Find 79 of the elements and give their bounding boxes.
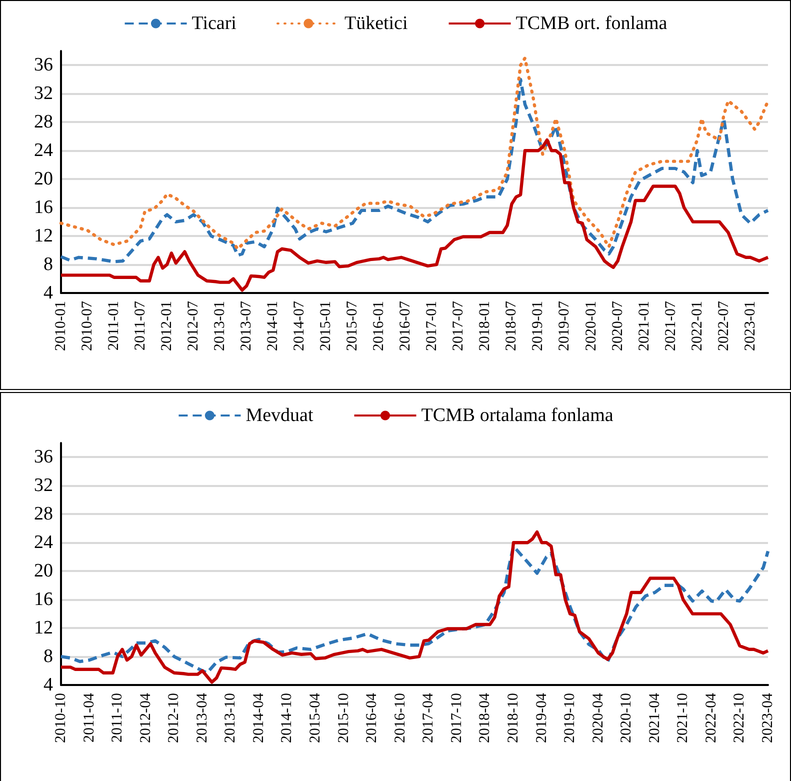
x-tick-label: 2010-07 [80,300,96,351]
x-tick-label: 2023-04 [760,692,776,743]
x-tick-label: 2021-10 [675,693,692,743]
x-tick-label: 2019-10 [562,693,578,743]
x-tick-label: 2010-10 [53,693,69,743]
x-tick-label: 2014-07 [292,300,308,351]
line-series [59,78,770,264]
x-tick-label: 2022-04 [703,692,720,743]
x-tick-label: 2014-04 [250,692,267,743]
x-tick-label: 2013-01 [212,301,228,351]
x-tick-label: 2022-01 [689,301,706,351]
x-tick-label: 2013-04 [194,692,210,743]
x-tick-label: 2012-04 [138,692,154,743]
y-tick-label: 4 [44,282,54,304]
y-tick-label: 16 [34,197,53,218]
y-tick-label: 12 [34,226,53,247]
x-tick-label: 2012-10 [166,693,182,743]
x-tick-label: 2016-10 [392,693,408,743]
x-tick-label: 2015-07 [344,300,361,351]
y-tick-label: 24 [34,140,54,162]
x-tick-label: 2018-07 [504,300,520,351]
x-tick-label: 2020-10 [618,693,635,743]
y-tick-label: 4 [44,674,54,696]
y-tick-label: 12 [34,618,53,639]
x-tick-label: 2011-01 [106,301,122,350]
x-tick-label: 2011-04 [81,692,98,742]
x-tick-label: 2017-01 [424,301,440,351]
x-tick-label: 2018-10 [505,693,522,743]
x-tick-label: 2023-01 [742,301,758,351]
x-tick-label: 2018-01 [477,301,494,351]
y-tick-label: 16 [34,589,53,610]
legend-label: TCMB ort. fonlama [516,13,668,34]
x-tick-label: 2021-01 [636,301,652,351]
x-tick-label: 2017-07 [450,300,467,351]
y-tick-label: 20 [34,168,53,190]
x-tick-label: 2014-01 [265,301,282,351]
line-series [59,544,770,674]
x-tick-label: 2019-01 [530,301,546,351]
x-tick-label: 2013-10 [222,693,239,743]
x-tick-label: 2016-01 [371,301,388,351]
y-tick-label: 36 [34,54,53,76]
y-tick-label: 28 [34,112,53,133]
x-tick-label: 2022-07 [716,300,732,351]
y-tick-label: 20 [34,560,53,582]
x-tick-label: 2015-10 [336,693,352,743]
y-tick-label: 28 [34,504,53,525]
x-tick-label: 2020-01 [583,301,600,351]
x-tick-label: 2016-07 [398,300,414,351]
x-tick-label: 2019-07 [556,300,573,351]
x-tick-label: 2017-04 [420,692,437,743]
x-tick-label: 2021-07 [662,300,679,351]
line-series [59,56,770,250]
x-tick-label: 2011-10 [110,693,126,742]
x-tick-label: 2020-07 [610,300,626,351]
x-tick-label: 2015-01 [318,301,334,351]
y-tick-label: 24 [34,532,54,554]
legend-label: Ticari [192,13,236,34]
legend-label: Mevduat [246,405,314,426]
x-tick-label: 2012-07 [186,300,202,351]
x-tick-label: 2017-10 [448,693,465,743]
legend-label: TCMB ortalama fonlama [421,405,614,426]
x-tick-label: 2021-04 [646,692,663,743]
x-tick-label: 2020-04 [590,692,606,743]
y-tick-label: 8 [44,646,53,668]
legend-label: Tüketici [344,13,408,34]
x-tick-label: 2014-10 [279,693,296,743]
y-tick-label: 36 [34,446,53,468]
x-tick-label: 2012-01 [159,301,176,351]
x-tick-label: 2013-07 [238,300,255,351]
x-tick-label: 2011-07 [132,300,149,350]
x-tick-label: 2016-04 [364,692,380,743]
x-tick-label: 2019-04 [534,692,550,743]
y-tick-label: 8 [44,254,53,276]
x-tick-label: 2015-04 [308,692,324,743]
y-tick-label: 32 [34,475,53,496]
y-tick-label: 32 [34,83,53,104]
x-tick-label: 2022-10 [732,693,748,743]
x-tick-label: 2010-01 [53,301,69,351]
x-tick-label: 2018-04 [477,692,494,743]
